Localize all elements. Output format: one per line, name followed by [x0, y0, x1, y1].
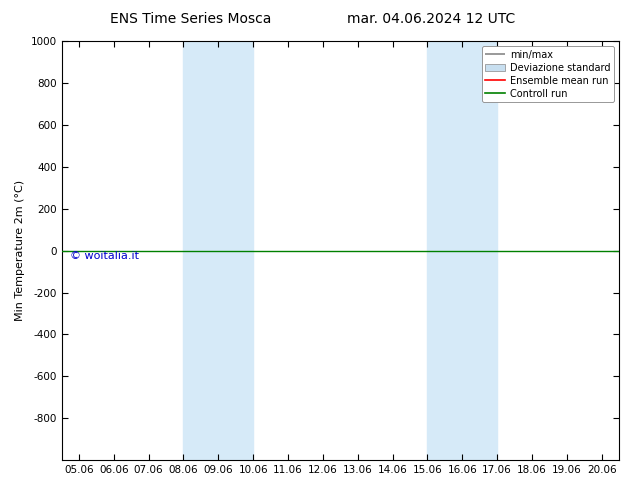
Legend: min/max, Deviazione standard, Ensemble mean run, Controll run: min/max, Deviazione standard, Ensemble m…: [482, 46, 614, 102]
Text: © woitalia.it: © woitalia.it: [70, 250, 139, 261]
Y-axis label: Min Temperature 2m (°C): Min Temperature 2m (°C): [15, 180, 25, 321]
Bar: [183, 41, 253, 460]
Text: ENS Time Series Mosca: ENS Time Series Mosca: [110, 12, 271, 26]
Bar: [427, 41, 497, 460]
Text: mar. 04.06.2024 12 UTC: mar. 04.06.2024 12 UTC: [347, 12, 515, 26]
